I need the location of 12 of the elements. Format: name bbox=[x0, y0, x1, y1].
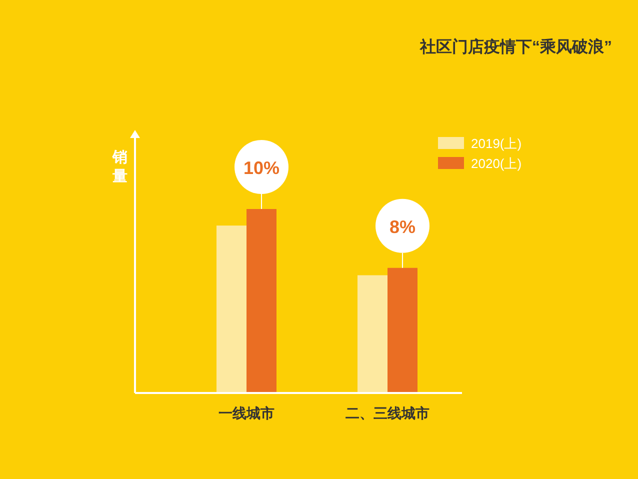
legend-label: 2020(上) bbox=[471, 156, 522, 171]
bar bbox=[358, 275, 388, 393]
text: 社区门店疫情下“乘风破浪” bbox=[419, 37, 612, 56]
bar bbox=[216, 226, 246, 393]
bar bbox=[388, 268, 418, 393]
bar bbox=[246, 209, 276, 393]
legend-label: 2019(上) bbox=[471, 136, 522, 151]
x-tick-label: 一线城市 bbox=[218, 405, 274, 421]
annotation: 10% bbox=[243, 158, 280, 178]
y-axis-title: 销量 bbox=[112, 149, 128, 185]
x-tick-label: 二、三线城市 bbox=[346, 405, 430, 421]
annotation: 8% bbox=[389, 216, 416, 237]
